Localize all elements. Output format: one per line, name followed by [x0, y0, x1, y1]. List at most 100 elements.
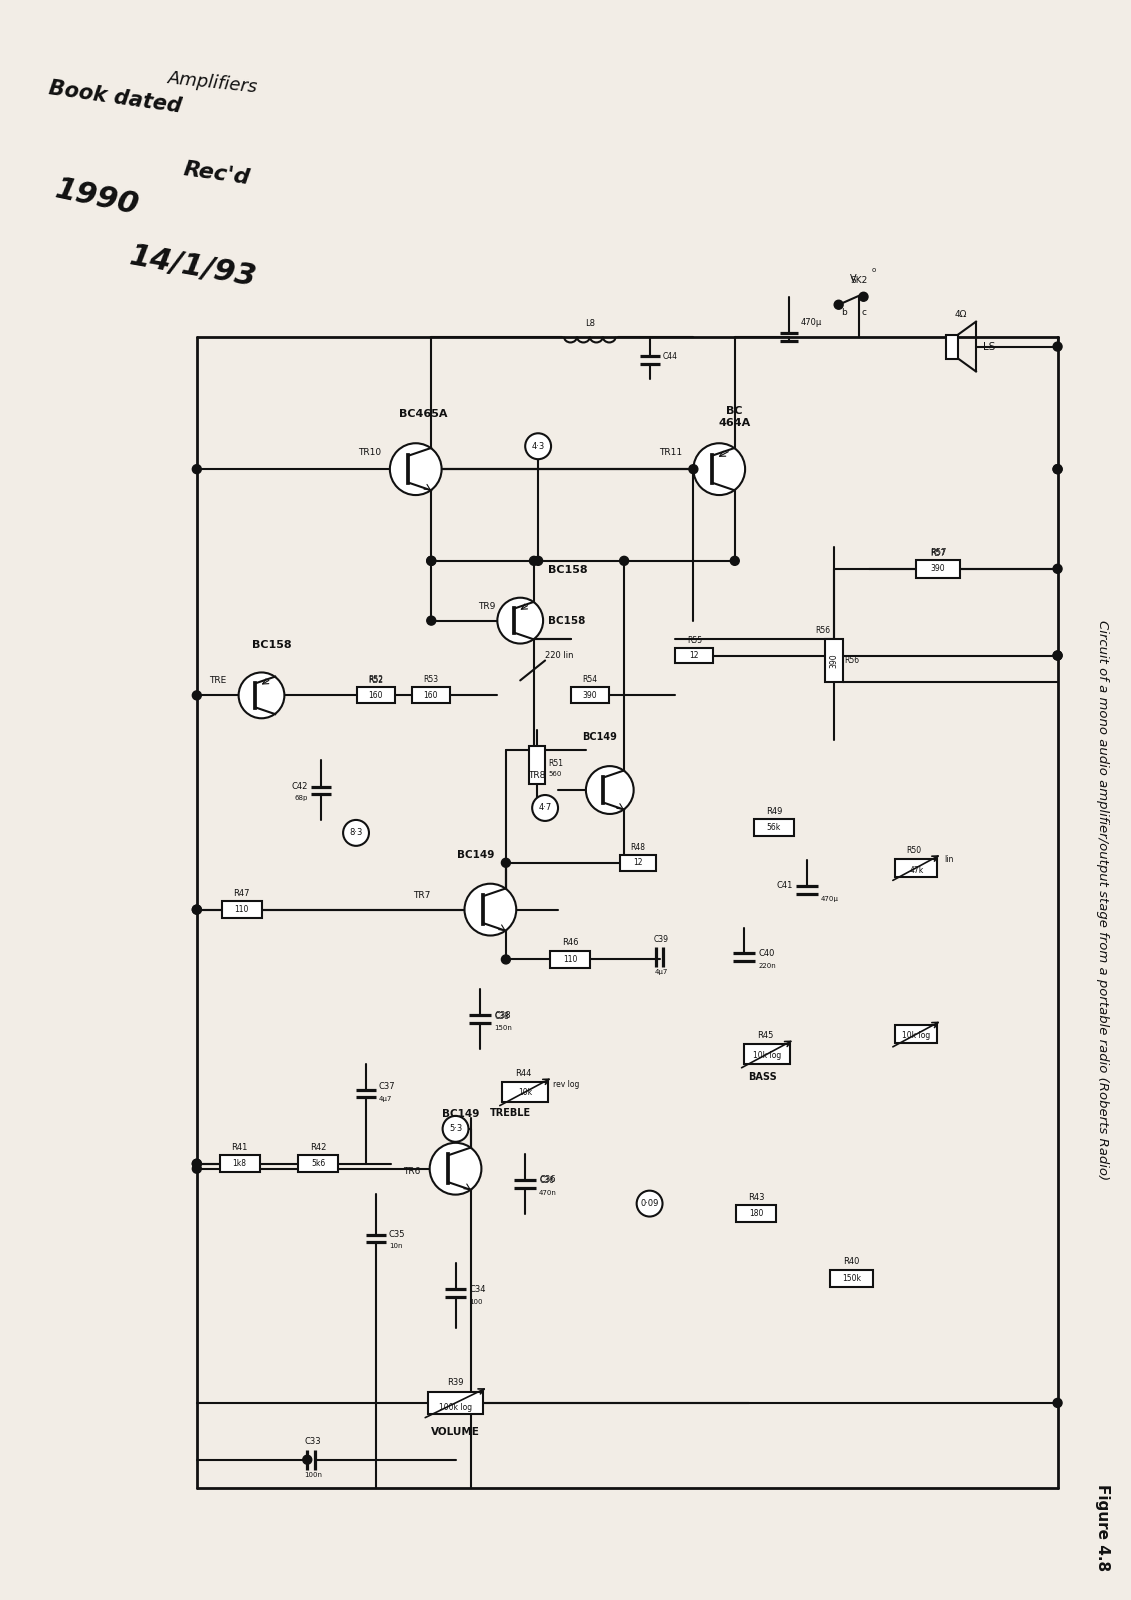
Circle shape: [1053, 342, 1062, 350]
Text: c: c: [861, 307, 866, 317]
Text: L8: L8: [585, 318, 595, 328]
Text: 8·3: 8·3: [349, 829, 363, 837]
Text: SK2: SK2: [849, 275, 867, 285]
Circle shape: [426, 557, 435, 565]
Circle shape: [442, 1115, 468, 1142]
Circle shape: [430, 1142, 482, 1195]
Text: 4Ω: 4Ω: [955, 310, 967, 318]
Text: 14/1/93: 14/1/93: [127, 242, 259, 293]
Circle shape: [192, 1160, 201, 1168]
Circle shape: [192, 906, 201, 914]
Text: 47k: 47k: [909, 866, 923, 875]
Text: 220n: 220n: [758, 963, 776, 970]
Text: C44: C44: [663, 352, 677, 362]
Text: 470µ: 470µ: [821, 896, 838, 902]
Text: 12: 12: [633, 858, 642, 867]
Text: 110: 110: [563, 955, 577, 963]
Text: lin: lin: [944, 856, 953, 864]
Bar: [754, 819, 794, 837]
Circle shape: [1053, 651, 1062, 659]
Text: 1990: 1990: [52, 174, 141, 221]
Text: 4·3: 4·3: [532, 442, 545, 451]
Text: TR8: TR8: [528, 771, 545, 781]
Text: R56: R56: [815, 626, 830, 635]
Circle shape: [501, 955, 510, 963]
Text: 10k log: 10k log: [753, 1051, 782, 1059]
Text: R57: R57: [931, 549, 946, 558]
Text: R50: R50: [907, 846, 922, 854]
Text: R47: R47: [233, 888, 250, 898]
Bar: [550, 950, 590, 968]
Text: 0·09: 0·09: [640, 1198, 658, 1208]
Text: TR10: TR10: [357, 448, 381, 458]
Text: BC158: BC158: [549, 565, 588, 574]
Circle shape: [1053, 1398, 1062, 1408]
Text: 100n: 100n: [304, 1472, 322, 1478]
Circle shape: [534, 557, 543, 565]
Circle shape: [192, 1165, 201, 1173]
Circle shape: [529, 557, 538, 565]
Text: BC149: BC149: [442, 1109, 480, 1118]
Text: R41: R41: [232, 1142, 248, 1152]
Circle shape: [192, 1160, 201, 1168]
Text: BC: BC: [726, 406, 742, 416]
Text: C39: C39: [654, 934, 670, 944]
Bar: [502, 1082, 549, 1102]
Text: R53: R53: [423, 675, 438, 685]
Text: R56: R56: [845, 656, 860, 666]
Text: R51: R51: [549, 758, 563, 768]
Text: R40: R40: [844, 1258, 860, 1266]
Text: 560: 560: [549, 771, 561, 778]
Text: 1k8: 1k8: [233, 1160, 247, 1168]
Text: 220 lin: 220 lin: [545, 651, 573, 661]
Circle shape: [1053, 464, 1062, 474]
Text: 160: 160: [423, 691, 438, 699]
Text: 100: 100: [469, 1299, 483, 1306]
Bar: [412, 688, 449, 704]
Text: 100k log: 100k log: [439, 1403, 472, 1413]
Text: BC465A: BC465A: [399, 410, 448, 419]
Text: 5k6: 5k6: [311, 1160, 326, 1168]
Circle shape: [192, 906, 201, 914]
Bar: [736, 1205, 776, 1222]
Circle shape: [1053, 651, 1062, 659]
Text: 110: 110: [234, 906, 249, 914]
Text: TR9: TR9: [478, 602, 495, 611]
Bar: [830, 1270, 873, 1286]
Text: BC149: BC149: [582, 733, 618, 742]
Text: BC149: BC149: [457, 850, 494, 859]
Text: R49: R49: [766, 806, 783, 816]
Text: VOLUME: VOLUME: [431, 1427, 480, 1437]
Text: Figure 4.8: Figure 4.8: [1095, 1483, 1110, 1571]
Text: 160: 160: [369, 691, 383, 699]
Text: C36: C36: [539, 1176, 554, 1186]
Text: Book dated: Book dated: [48, 78, 183, 117]
Text: C42: C42: [292, 781, 309, 790]
Text: R55: R55: [687, 635, 702, 645]
Text: R46: R46: [562, 939, 578, 947]
Text: Rec'd: Rec'd: [182, 160, 251, 189]
Text: C38: C38: [494, 1011, 509, 1021]
Circle shape: [426, 616, 435, 626]
Text: BC158: BC158: [549, 616, 586, 626]
Circle shape: [689, 464, 698, 474]
Bar: [896, 1026, 938, 1043]
Text: 10n: 10n: [389, 1243, 403, 1250]
Circle shape: [1053, 565, 1062, 573]
Text: 390: 390: [931, 565, 946, 573]
Text: R43: R43: [748, 1192, 765, 1202]
Text: Amplifiers: Amplifiers: [167, 69, 259, 96]
Bar: [529, 746, 545, 784]
Text: 10k: 10k: [518, 1088, 533, 1098]
Bar: [357, 688, 395, 704]
Text: C40: C40: [758, 949, 775, 958]
Circle shape: [501, 858, 510, 867]
Bar: [299, 1155, 338, 1173]
Text: V: V: [851, 274, 857, 283]
Text: 68p: 68p: [295, 795, 309, 802]
Circle shape: [586, 766, 633, 814]
Text: Circuit of a mono audio amplifier/output stage from a portable radio (Roberts Ra: Circuit of a mono audio amplifier/output…: [1096, 619, 1108, 1179]
Text: b: b: [840, 307, 846, 317]
Text: 390: 390: [582, 691, 597, 699]
Text: R52: R52: [369, 677, 383, 685]
